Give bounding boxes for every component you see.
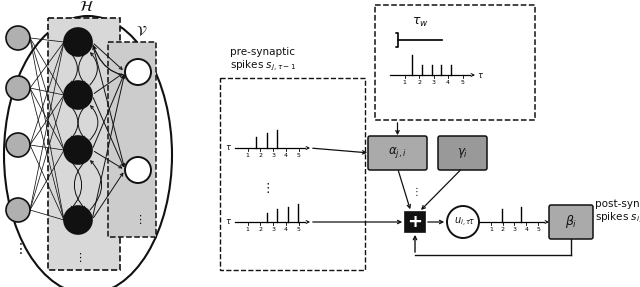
FancyBboxPatch shape — [368, 136, 427, 170]
Text: $\mathcal{V}$: $\mathcal{V}$ — [136, 23, 148, 38]
Text: 3: 3 — [271, 153, 275, 158]
Text: $\beta_i$: $\beta_i$ — [565, 214, 577, 230]
Text: $\vdots$: $\vdots$ — [134, 214, 142, 226]
Circle shape — [125, 157, 151, 183]
Text: $\vdots$: $\vdots$ — [260, 181, 269, 195]
Circle shape — [125, 59, 151, 85]
FancyBboxPatch shape — [438, 136, 487, 170]
Text: 5: 5 — [297, 227, 301, 232]
Circle shape — [64, 28, 92, 56]
Text: 4: 4 — [524, 227, 528, 232]
Text: $\mathcal{H}$: $\mathcal{H}$ — [79, 0, 93, 14]
Text: 2: 2 — [259, 227, 262, 232]
Text: 3: 3 — [271, 227, 275, 232]
Text: 5: 5 — [461, 80, 465, 85]
Text: post-synaptic: post-synaptic — [595, 199, 640, 209]
Text: $\tau_w$: $\tau_w$ — [412, 15, 428, 28]
FancyBboxPatch shape — [405, 212, 425, 232]
Text: spikes $s_{i,\tau-1}$: spikes $s_{i,\tau-1}$ — [595, 210, 640, 226]
Text: 2: 2 — [259, 153, 262, 158]
Text: 2: 2 — [417, 80, 421, 85]
Circle shape — [64, 206, 92, 234]
Text: $\vdots$: $\vdots$ — [74, 251, 82, 265]
Text: 1: 1 — [403, 80, 406, 85]
Text: 4: 4 — [446, 80, 450, 85]
FancyBboxPatch shape — [48, 18, 120, 270]
Text: $\vdots$: $\vdots$ — [13, 241, 23, 255]
Circle shape — [6, 76, 30, 100]
Text: pre-synaptic: pre-synaptic — [230, 47, 295, 57]
Text: $\gamma_i$: $\gamma_i$ — [457, 146, 468, 160]
Text: 4: 4 — [284, 153, 288, 158]
Text: 1: 1 — [489, 227, 493, 232]
Text: +: + — [408, 213, 422, 231]
Circle shape — [6, 26, 30, 50]
Text: $\tau$: $\tau$ — [225, 144, 232, 152]
Text: 1: 1 — [246, 227, 250, 232]
Text: $\tau$: $\tau$ — [468, 218, 475, 226]
Circle shape — [64, 81, 92, 109]
Text: $\vdots$: $\vdots$ — [412, 185, 419, 199]
Text: 3: 3 — [431, 80, 436, 85]
Text: $\tau$: $\tau$ — [225, 218, 232, 226]
FancyBboxPatch shape — [549, 205, 593, 239]
FancyBboxPatch shape — [108, 42, 156, 237]
Circle shape — [447, 206, 479, 238]
Text: 1: 1 — [246, 153, 250, 158]
Text: 4: 4 — [284, 227, 288, 232]
Text: $u_{i,\tau}$: $u_{i,\tau}$ — [454, 216, 472, 228]
Circle shape — [6, 133, 30, 157]
Circle shape — [64, 136, 92, 164]
Text: $\alpha_{j,i}$: $\alpha_{j,i}$ — [388, 146, 407, 160]
Text: 2: 2 — [500, 227, 504, 232]
Circle shape — [6, 198, 30, 222]
Text: $\tau$: $\tau$ — [477, 71, 484, 80]
Text: spikes $s_{j,\tau-1}$: spikes $s_{j,\tau-1}$ — [230, 59, 296, 73]
Text: 5: 5 — [297, 153, 301, 158]
Text: 3: 3 — [513, 227, 516, 232]
Text: 5: 5 — [536, 227, 540, 232]
